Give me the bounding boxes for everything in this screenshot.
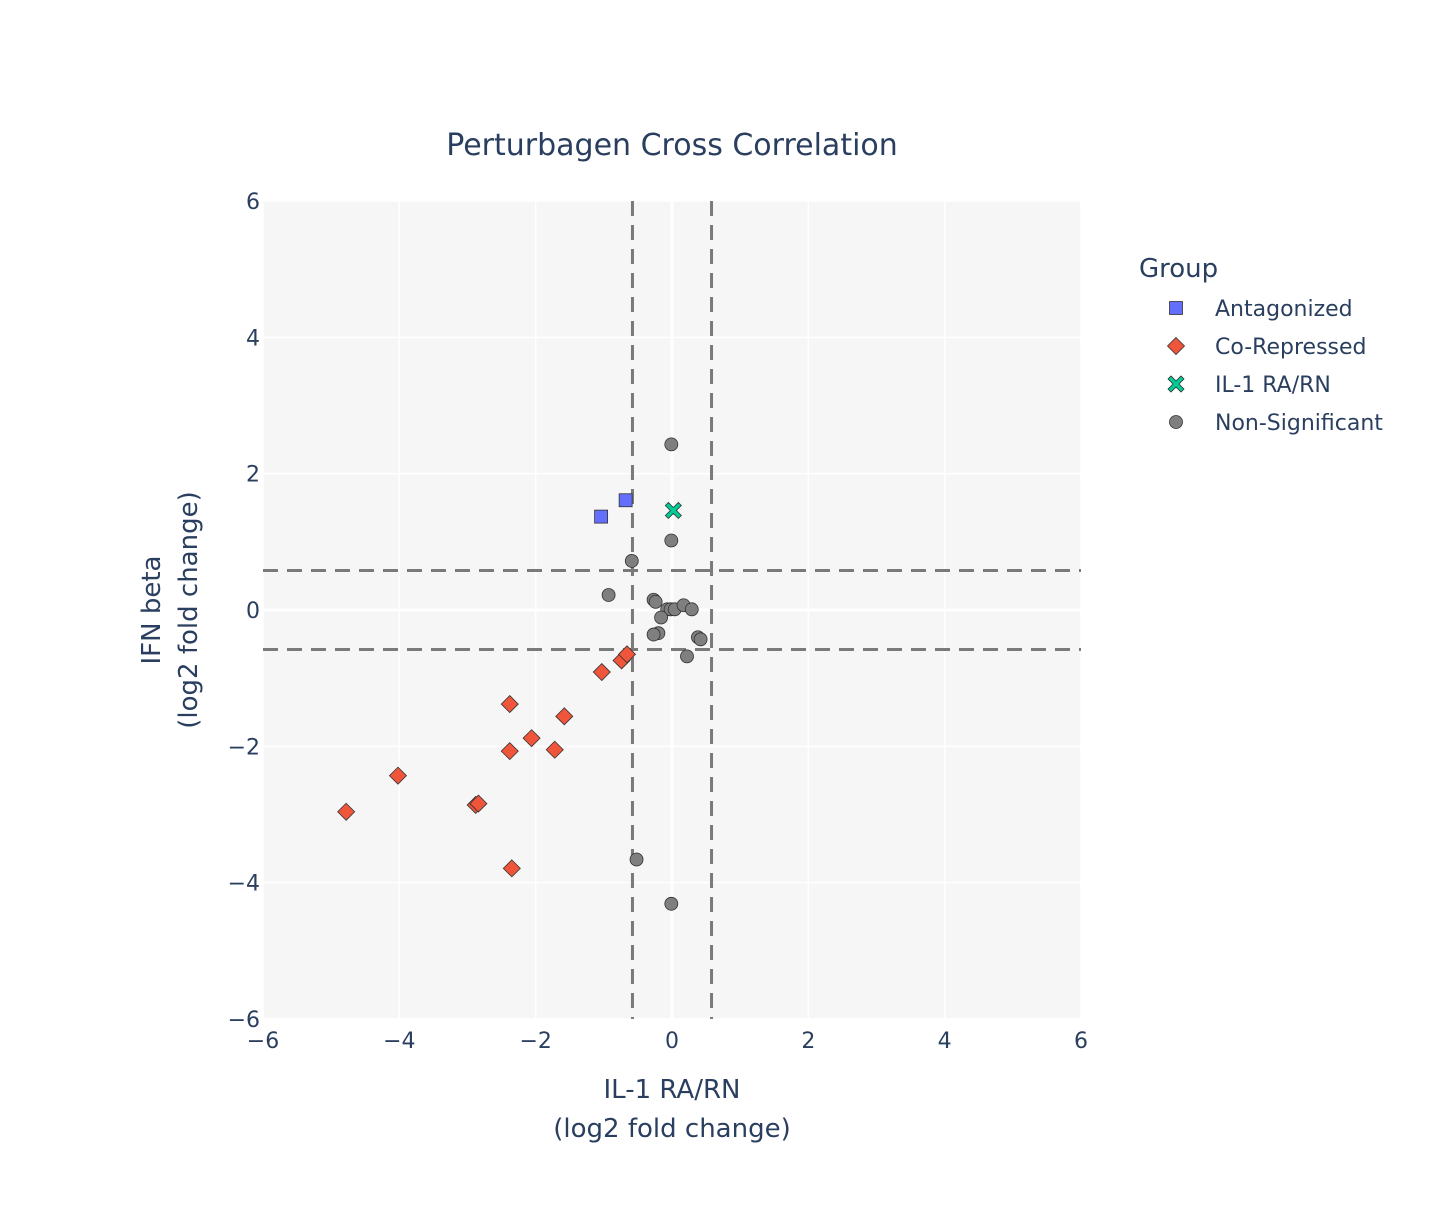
y-tick-label: −4 bbox=[228, 872, 260, 897]
point-il-1-ra-rn bbox=[664, 501, 682, 520]
legend-marker-non-significant bbox=[1169, 415, 1183, 429]
y-tick-label: −6 bbox=[228, 1008, 260, 1033]
point-co-repressed bbox=[388, 766, 408, 785]
data-points bbox=[337, 437, 708, 911]
x-axis-title-line1: IL-1 RA/RN bbox=[604, 1075, 741, 1105]
point-co-repressed bbox=[522, 729, 541, 748]
point-co-repressed bbox=[502, 859, 521, 878]
legend-marker-il-1-ra-rn bbox=[1167, 375, 1185, 393]
x-tick-label: 0 bbox=[665, 1029, 679, 1054]
legend-item-label: Co-Repressed bbox=[1215, 335, 1367, 360]
point-non-significant bbox=[646, 627, 661, 642]
point-non-significant bbox=[648, 594, 663, 609]
y-tick-label: 6 bbox=[246, 190, 260, 215]
x-axis-subtitle: (log2 fold change) bbox=[553, 1114, 790, 1144]
legend-title: Group bbox=[1139, 254, 1218, 284]
x-tick-label: 4 bbox=[938, 1029, 952, 1054]
y-tick-label: −2 bbox=[228, 735, 260, 760]
y-axis-title: IFN beta bbox=[137, 556, 167, 665]
chart-title: Perturbagen Cross Correlation bbox=[446, 128, 898, 163]
x-axis-ticks: −6 −4 −2 0 2 4 6 bbox=[247, 1029, 1088, 1054]
legend-item-label: IL-1 RA/RN bbox=[1215, 373, 1331, 398]
point-non-significant bbox=[654, 610, 668, 625]
point-antagonized bbox=[618, 493, 633, 508]
point-co-repressed bbox=[500, 742, 519, 761]
point-non-significant bbox=[664, 437, 679, 452]
point-non-significant bbox=[680, 649, 694, 664]
y-tick-label: 4 bbox=[246, 326, 260, 351]
y-axis-ticks: −6 −4 −2 0 2 4 6 bbox=[228, 190, 260, 1033]
point-co-repressed bbox=[592, 662, 611, 682]
x-tick-label: −6 bbox=[247, 1029, 279, 1054]
x-axis-title-line2: (log2 fold change) bbox=[553, 1114, 790, 1144]
point-co-repressed bbox=[545, 740, 564, 759]
point-co-repressed bbox=[555, 707, 574, 726]
x-tick-label: −2 bbox=[519, 1029, 551, 1054]
y-axis-title-line2: (log2 fold change) bbox=[174, 491, 204, 728]
legend: Group Antagonized Co-Repressed IL-1 RA/RN N… bbox=[1139, 254, 1383, 436]
point-antagonized bbox=[594, 509, 609, 524]
y-axis-subtitle: (log2 fold change) bbox=[174, 491, 204, 728]
point-co-repressed bbox=[617, 645, 637, 664]
legend-marker-antagonized bbox=[1169, 301, 1183, 315]
point-non-significant bbox=[664, 533, 679, 548]
point-co-repressed bbox=[500, 695, 519, 714]
point-non-significant bbox=[693, 632, 708, 647]
point-non-significant bbox=[601, 588, 616, 602]
legend-marker-co-repressed bbox=[1166, 336, 1186, 356]
point-non-significant bbox=[664, 896, 679, 911]
point-non-significant bbox=[624, 554, 639, 568]
y-tick-label: 0 bbox=[246, 599, 260, 624]
y-tick-label: 2 bbox=[246, 463, 260, 488]
point-co-repressed bbox=[337, 802, 356, 821]
legend-item-label: Non-Significant bbox=[1215, 411, 1383, 436]
point-non-significant bbox=[629, 852, 644, 867]
threshold-lines bbox=[263, 201, 1081, 1019]
x-tick-label: 2 bbox=[801, 1029, 815, 1054]
point-co-repressed bbox=[469, 794, 488, 813]
y-axis-title-line1: IFN beta bbox=[137, 556, 167, 665]
point-non-significant bbox=[684, 602, 699, 617]
x-tick-label: 6 bbox=[1074, 1029, 1088, 1054]
legend-item-label: Antagonized bbox=[1215, 297, 1353, 322]
x-axis-title: IL-1 RA/RN bbox=[604, 1075, 741, 1105]
x-tick-label: −4 bbox=[383, 1029, 415, 1054]
